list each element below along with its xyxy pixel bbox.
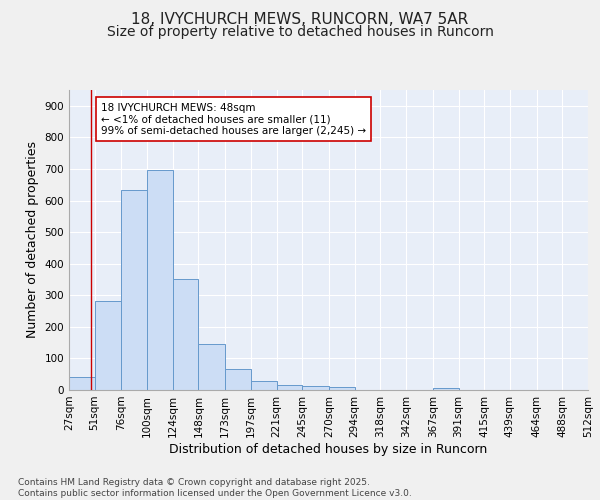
Text: 18, IVYCHURCH MEWS, RUNCORN, WA7 5AR: 18, IVYCHURCH MEWS, RUNCORN, WA7 5AR (131, 12, 469, 28)
Bar (199, 344, 225, 390)
Bar (329, 387, 355, 390)
Bar (69, 378, 95, 390)
Bar (173, 279, 199, 390)
Bar (147, 170, 173, 390)
Text: Size of property relative to detached houses in Runcorn: Size of property relative to detached ho… (107, 25, 493, 39)
Y-axis label: Number of detached properties: Number of detached properties (26, 142, 39, 338)
Text: Contains HM Land Registry data © Crown copyright and database right 2025.
Contai: Contains HM Land Registry data © Crown c… (18, 478, 412, 498)
Bar (225, 370, 251, 390)
Bar (302, 386, 329, 390)
Bar (95, 300, 121, 390)
Bar (251, 381, 277, 390)
X-axis label: Distribution of detached houses by size in Runcorn: Distribution of detached houses by size … (169, 442, 488, 456)
Bar (277, 384, 302, 390)
Bar (121, 190, 147, 390)
Text: 18 IVYCHURCH MEWS: 48sqm
← <1% of detached houses are smaller (11)
99% of semi-d: 18 IVYCHURCH MEWS: 48sqm ← <1% of detach… (101, 102, 366, 136)
Bar (433, 388, 458, 390)
